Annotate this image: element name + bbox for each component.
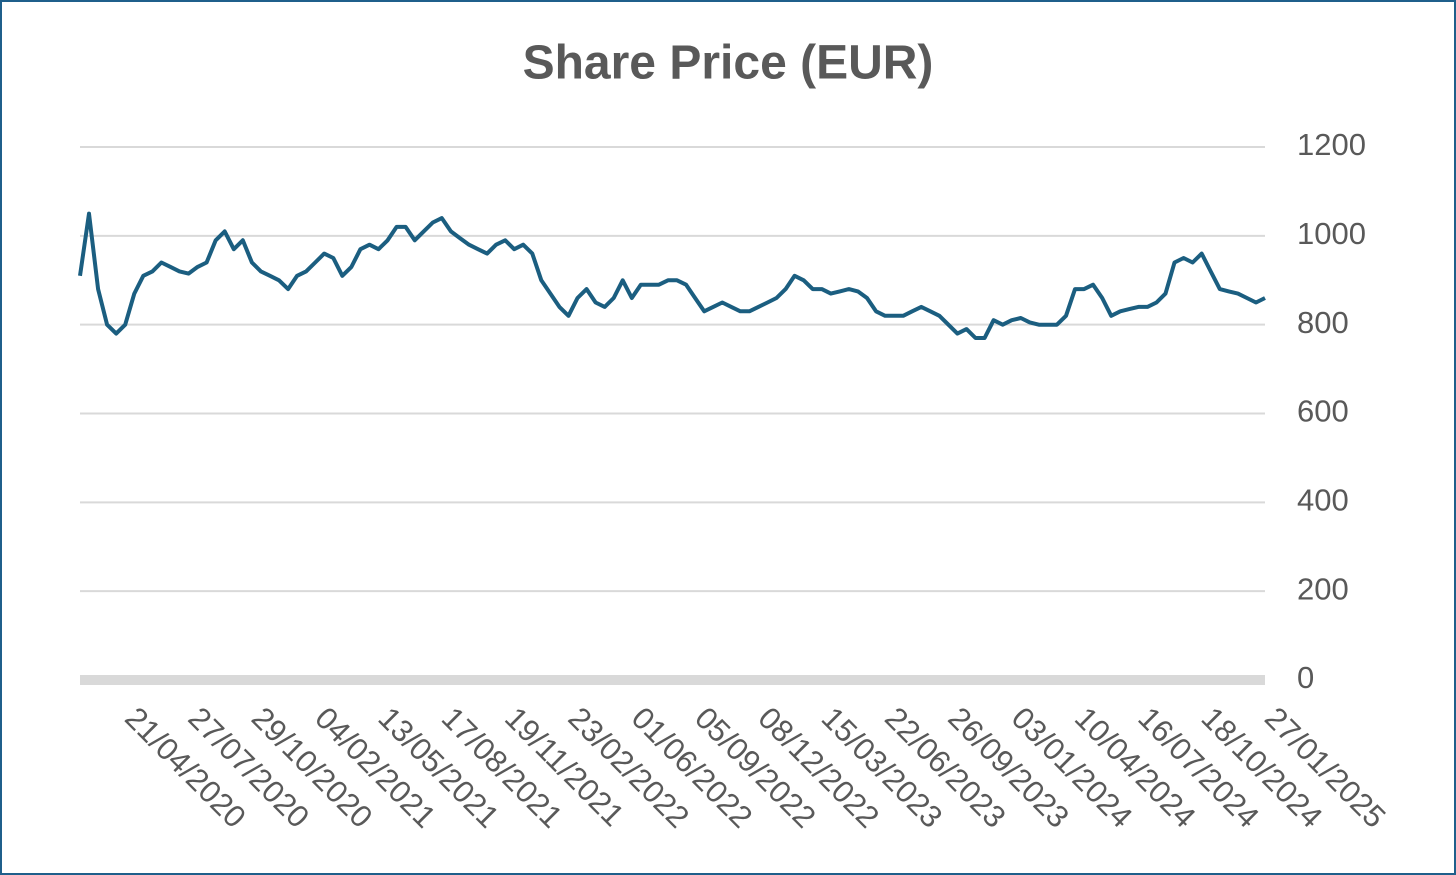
y-tick-label: 0 — [1297, 660, 1314, 695]
y-tick-label: 800 — [1297, 305, 1349, 340]
chart-title: Share Price (EUR) — [523, 37, 934, 90]
y-tick-label: 200 — [1297, 571, 1349, 606]
price-line — [78, 211, 1266, 340]
y-tick-label: 600 — [1297, 394, 1349, 429]
y-tick-label: 400 — [1297, 483, 1349, 518]
y-tick-label: 1200 — [1297, 127, 1366, 162]
y-tick-label: 1000 — [1297, 216, 1366, 251]
